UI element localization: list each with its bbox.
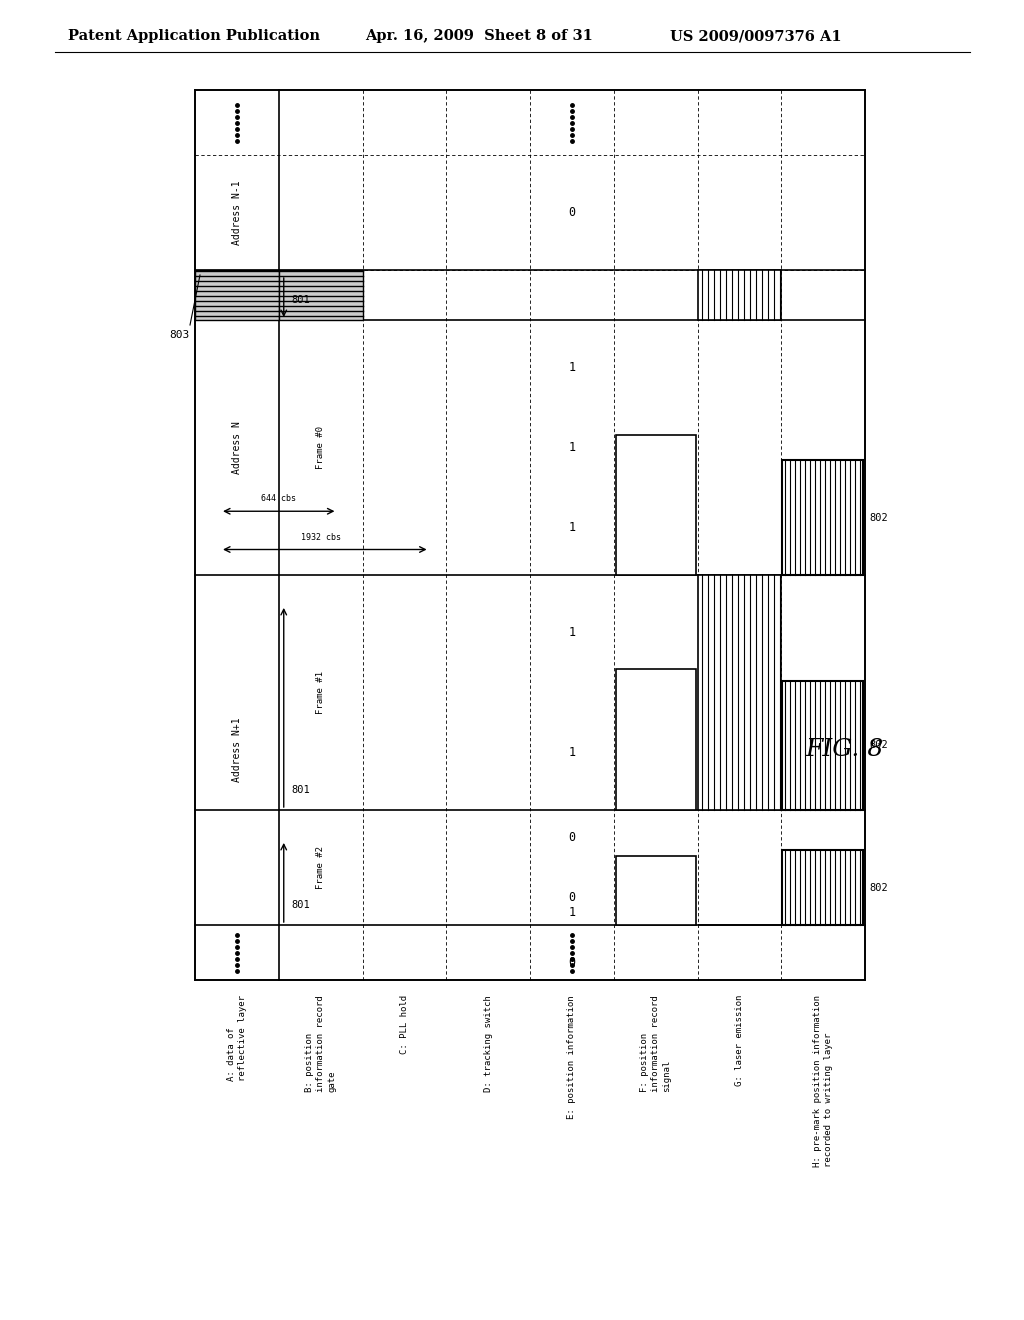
- Bar: [615, 434, 695, 576]
- Text: Frame #1: Frame #1: [316, 671, 326, 714]
- Text: 801: 801: [292, 294, 310, 305]
- Bar: [782, 681, 863, 810]
- Bar: [279, 271, 362, 319]
- Text: 1: 1: [568, 441, 575, 454]
- Text: 802: 802: [869, 741, 888, 750]
- Text: 644 cbs: 644 cbs: [261, 494, 296, 503]
- Text: A: data of
reflective layer: A: data of reflective layer: [227, 995, 247, 1081]
- Bar: [697, 576, 781, 810]
- Text: US 2009/0097376 A1: US 2009/0097376 A1: [670, 29, 842, 44]
- Bar: [615, 855, 695, 925]
- Text: H: pre-mark position information
recorded to writing layer: H: pre-mark position information recorde…: [813, 995, 834, 1167]
- Text: 802: 802: [869, 883, 888, 892]
- Bar: [782, 850, 863, 925]
- Text: Address N: Address N: [231, 421, 242, 474]
- Text: Frame #0: Frame #0: [316, 426, 326, 469]
- Text: Apr. 16, 2009  Sheet 8 of 31: Apr. 16, 2009 Sheet 8 of 31: [365, 29, 593, 44]
- Text: 1: 1: [568, 521, 575, 535]
- Text: 1: 1: [568, 906, 575, 919]
- Bar: [782, 461, 863, 576]
- Text: 801: 801: [292, 785, 310, 795]
- Text: G: laser emission: G: laser emission: [735, 995, 743, 1086]
- Text: B: position
information record
gate: B: position information record gate: [305, 995, 336, 1092]
- Text: 1: 1: [568, 746, 575, 759]
- Text: FIG. 8: FIG. 8: [805, 738, 884, 762]
- Text: 0: 0: [568, 956, 575, 969]
- Text: 0: 0: [568, 891, 575, 904]
- Text: 0: 0: [568, 832, 575, 843]
- Text: 0: 0: [568, 206, 575, 219]
- Text: 1932 cbs: 1932 cbs: [301, 532, 341, 541]
- Bar: [195, 271, 279, 319]
- Text: Patent Application Publication: Patent Application Publication: [68, 29, 319, 44]
- Text: 802: 802: [869, 512, 888, 523]
- Bar: [615, 669, 695, 810]
- Text: Frame #2: Frame #2: [316, 846, 326, 888]
- Text: 803: 803: [170, 330, 190, 341]
- Text: Address N-1: Address N-1: [231, 181, 242, 244]
- Bar: [697, 271, 781, 319]
- Text: 801: 801: [292, 900, 310, 909]
- Text: 1: 1: [568, 626, 575, 639]
- Text: D: tracking switch: D: tracking switch: [483, 995, 493, 1092]
- Text: E: position information: E: position information: [567, 995, 577, 1118]
- Text: 1: 1: [568, 360, 575, 374]
- Bar: [195, 90, 865, 979]
- Text: F: position
information record
signal: F: position information record signal: [640, 995, 671, 1092]
- Text: C: PLL hold: C: PLL hold: [400, 995, 409, 1055]
- Text: Address N+1: Address N+1: [231, 718, 242, 783]
